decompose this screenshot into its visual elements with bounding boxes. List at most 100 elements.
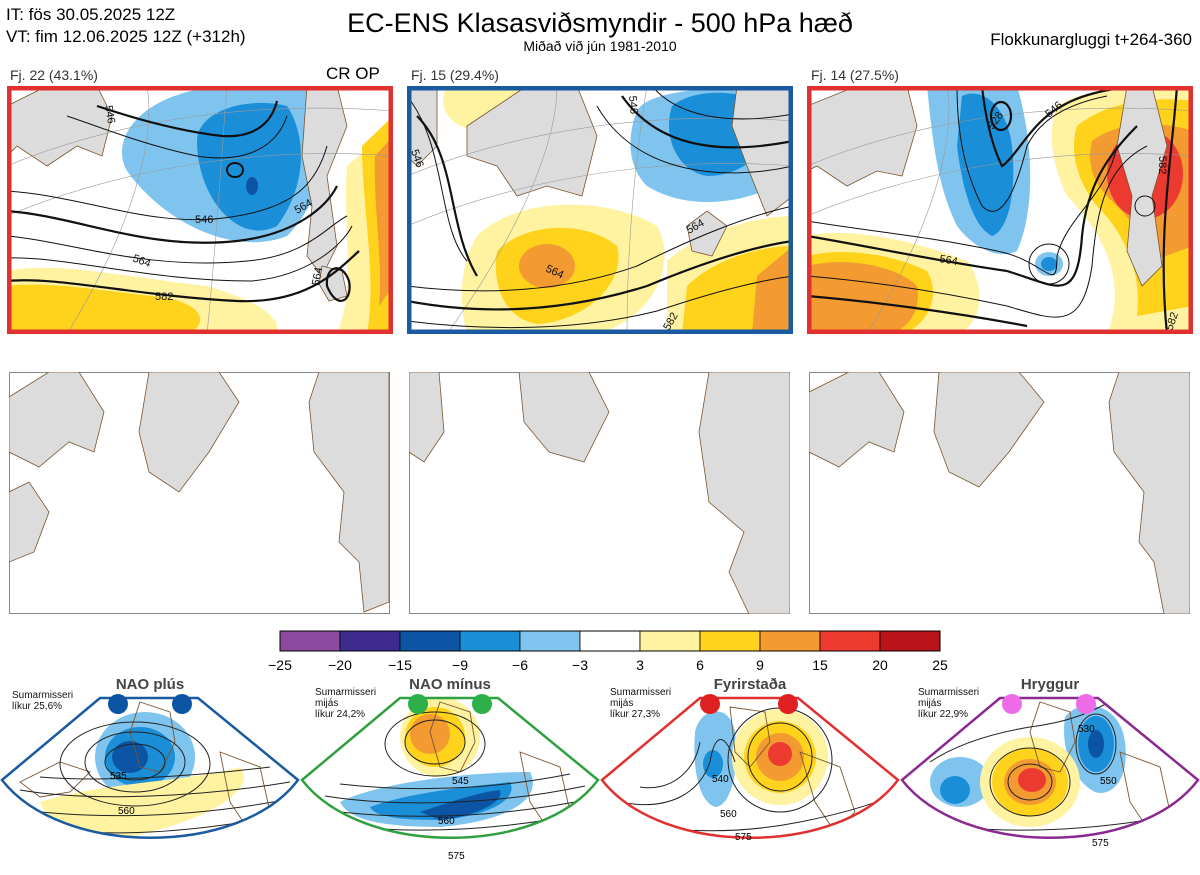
colorbar-cell xyxy=(399,630,461,652)
cluster-map-2: 546 564 582 546 564 xyxy=(407,86,793,334)
contour-label: 545 xyxy=(452,776,469,787)
regime-dot xyxy=(1076,694,1096,714)
regime-variant: mijás xyxy=(918,698,942,709)
colorbar-tick: −25 xyxy=(268,657,292,673)
contour-label: 560 xyxy=(118,806,135,817)
regime-dot xyxy=(472,694,492,714)
issue-time: IT: fös 30.05.2025 12Z xyxy=(6,5,176,24)
regime-frame xyxy=(900,696,1200,839)
regime-title: Hryggur xyxy=(1020,676,1080,693)
regime-dot xyxy=(172,694,192,714)
regime-dot xyxy=(700,694,720,714)
contour-label: 530 xyxy=(1078,724,1095,735)
height-contours xyxy=(807,86,1179,334)
page-title: EC-ENS Klasasviðsmyndir - 500 hPa hæð xyxy=(347,8,853,38)
regime-season: Sumarmisseri xyxy=(315,687,377,698)
regime-frame xyxy=(600,696,900,839)
graticule xyxy=(407,86,793,334)
cluster-frame xyxy=(407,86,793,334)
colorbar-cell xyxy=(279,630,341,652)
contour-label: 582 xyxy=(1156,156,1168,174)
regime-title: Fyrirstaða xyxy=(713,676,787,693)
colorbar-cell xyxy=(459,630,521,652)
valid-time: VT: fim 12.06.2025 12Z (+312h) xyxy=(6,27,246,46)
contour-label: 575 xyxy=(448,851,465,862)
base-map-1 xyxy=(8,371,390,619)
regime-dot xyxy=(1002,694,1022,714)
contour-label: 560 xyxy=(720,809,737,820)
anomaly-colorbar: −25 −20 −15 −9 −6 −3 3 6 9 15 20 25 xyxy=(268,630,948,673)
colorbar-tick: −9 xyxy=(452,657,468,673)
regime-season: Sumarmisseri xyxy=(12,690,74,701)
contour-label: 564 xyxy=(938,253,958,268)
regime-season: Sumarmisseri xyxy=(918,687,980,698)
base-map-3 xyxy=(808,371,1191,619)
contour-label: 564 xyxy=(310,266,325,286)
contour-label: 546 xyxy=(102,104,117,124)
regime-info: Sumarmisseri líkur 25,6% xyxy=(12,690,73,712)
regime-nao-plus: 535 560 xyxy=(0,672,300,875)
page-subtitle: Miðað við jún 1981-2010 xyxy=(523,38,677,54)
colorbar-cell xyxy=(879,630,941,652)
graticule xyxy=(807,86,1193,334)
cluster-frame xyxy=(7,86,393,334)
cluster-frame xyxy=(807,86,1193,334)
regime-title: NAO mínus xyxy=(409,676,491,693)
height-contours xyxy=(407,86,793,329)
contour-label: 582 xyxy=(155,291,173,303)
regime-title: NAO plús xyxy=(115,676,185,693)
colorbar-cell xyxy=(339,630,401,652)
height-contours xyxy=(7,100,360,303)
colorbar-cell xyxy=(819,630,881,652)
colorbar-tick: 6 xyxy=(696,657,704,673)
colorbar-cell xyxy=(519,630,581,652)
colorbar-tick: −15 xyxy=(388,657,412,673)
regime-season: Sumarmisseri xyxy=(610,687,672,698)
cluster-3-label: Fj. 14 (27.5%) xyxy=(811,67,899,83)
cluster-map-3: 546 564 582 528 582 xyxy=(807,86,1193,334)
regime-probability: líkur 22,9% xyxy=(918,709,969,720)
regime-dot xyxy=(408,694,428,714)
contour-label: 535 xyxy=(110,771,127,782)
regime-info: Sumarmisseri mijás líkur 22,9% xyxy=(918,687,979,720)
cluster-2-label: Fj. 15 (29.4%) xyxy=(411,67,499,83)
land-outline xyxy=(7,86,348,302)
contour-label: 560 xyxy=(438,816,455,827)
regime-blocking: 540 560 575 xyxy=(600,672,900,875)
colorbar-tick: −6 xyxy=(512,657,528,673)
regime-nao-minus: 545 560 575 xyxy=(300,672,600,875)
regime-frame xyxy=(300,696,600,839)
colorbar-cell xyxy=(759,630,821,652)
contour-label: 564 xyxy=(131,253,152,271)
colorbar-cell xyxy=(699,630,761,652)
contour-label: 575 xyxy=(1092,838,1109,849)
colorbar-tick: 20 xyxy=(872,657,888,673)
regime-frame xyxy=(0,696,300,839)
contour-label: 575 xyxy=(735,832,752,843)
colorbar-tick: 9 xyxy=(756,657,764,673)
regime-variant: mijás xyxy=(610,698,634,709)
regime-probability: líkur 27,3% xyxy=(610,709,661,720)
regime-dot xyxy=(108,694,128,714)
header-times: IT: fös 30.05.2025 12Z VT: fim 12.06.202… xyxy=(6,4,246,48)
colorbar-tick: −3 xyxy=(572,657,588,673)
contour-label: 550 xyxy=(1100,776,1117,787)
cluster-map-1: 546 564 582 564 546 564 xyxy=(7,86,393,334)
contour-label: 546 xyxy=(626,95,640,114)
colorbar-tick: 3 xyxy=(636,657,644,673)
colorbar-tick: −20 xyxy=(328,657,352,673)
colorbar-tick: 25 xyxy=(932,657,948,673)
colorbar-tick: 15 xyxy=(812,657,828,673)
colorbar-cell xyxy=(579,630,641,652)
contour-label: 546 xyxy=(408,148,426,169)
contour-labels: 546 564 582 546 564 xyxy=(408,95,706,332)
land-outline xyxy=(407,86,793,257)
regime-info: Sumarmisseri mijás líkur 24,2% xyxy=(315,687,376,720)
regime-info: Sumarmisseri mijás líkur 27,3% xyxy=(610,687,671,720)
base-map-2 xyxy=(408,371,791,619)
contour-label: 540 xyxy=(712,774,729,785)
anomaly-fill xyxy=(443,86,793,334)
regime-probability: líkur 25,6% xyxy=(12,701,63,712)
land-outline xyxy=(807,86,1168,287)
cluster-1-label: Fj. 22 (43.1%) xyxy=(10,67,98,83)
